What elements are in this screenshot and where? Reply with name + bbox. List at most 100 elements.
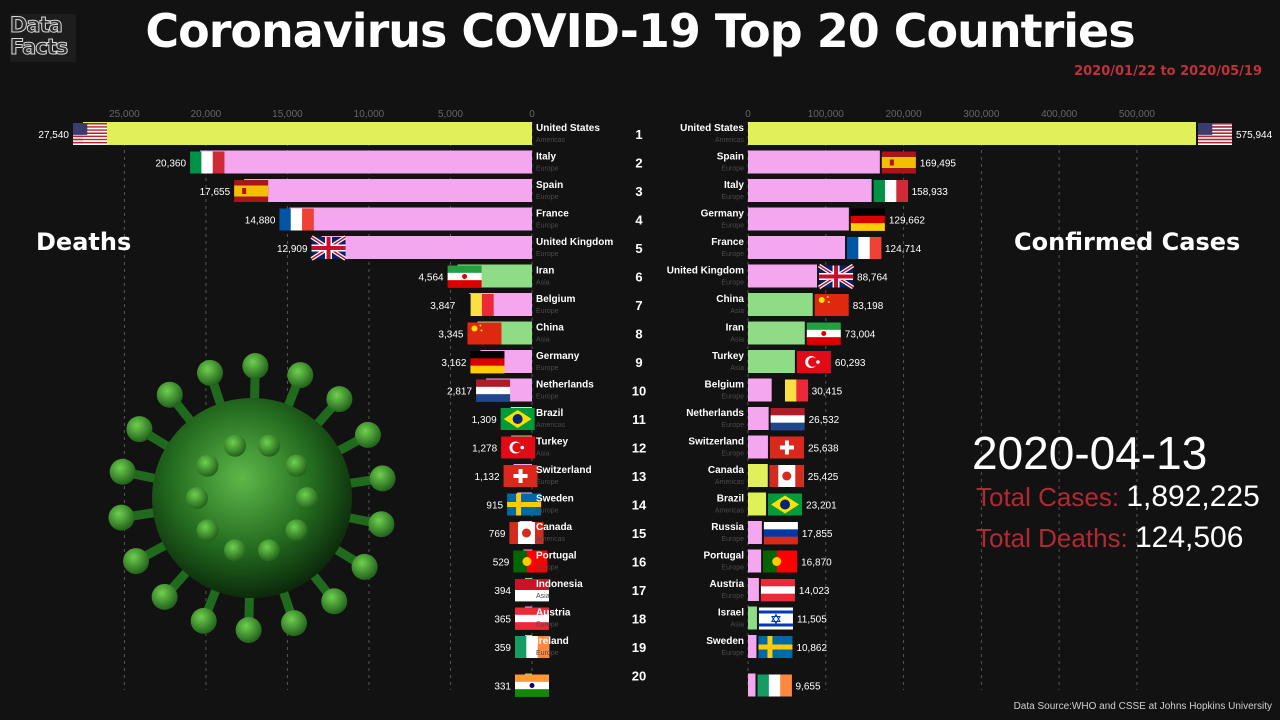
virus-spike-head	[197, 359, 224, 386]
deaths-value-label: 14,880	[245, 216, 276, 227]
deaths-bar	[289, 207, 532, 231]
ie-flag-icon	[757, 674, 792, 697]
virus-surface-bump	[296, 487, 318, 509]
virus-spike-head	[235, 616, 262, 643]
cases-value-label: 25,638	[808, 444, 839, 455]
br-flag-icon	[768, 493, 803, 516]
cases-region-label: Asia	[730, 622, 744, 629]
cases-bar	[748, 635, 757, 658]
cases-region-label: Europe	[721, 593, 744, 600]
cn-flag-icon	[467, 322, 502, 345]
deaths-tick-label: 15,000	[272, 109, 303, 120]
tr-flag-icon	[501, 436, 536, 459]
deaths-country-label: Germany	[536, 351, 580, 362]
deaths-region-label: Europe	[536, 223, 559, 230]
nl-flag-icon	[476, 379, 511, 402]
deaths-value-label: 1,309	[472, 415, 497, 426]
deaths-bar-row: 1,278 Turkey Asia	[472, 435, 568, 459]
cases-bar	[748, 578, 759, 601]
total-cases-row: Total Cases: 1,892,225	[976, 480, 1260, 514]
cases-bar-row: 14,023 Austria Europe	[710, 578, 830, 602]
cases-region-label: Europe	[721, 223, 744, 230]
cases-bar	[748, 236, 846, 259]
cases-value-label: 26,532	[809, 415, 840, 426]
deaths-region-label: Asia	[536, 280, 550, 287]
deaths-bar	[200, 150, 532, 174]
cases-value-label: 9,655	[796, 682, 821, 693]
us-flag-icon	[73, 123, 107, 145]
deaths-region-label: Europe	[536, 194, 559, 201]
virus-surface-bump	[224, 434, 247, 457]
cases-bar-row: 23,201 Brazil Americas	[715, 492, 837, 516]
page-title: Coronavirus COVID-19 Top 20 Countries	[145, 4, 1135, 58]
cases-country-label: Austria	[710, 579, 745, 590]
at-flag-icon	[515, 607, 549, 630]
deaths-bar-row: 4,564 Iran Asia	[419, 264, 554, 288]
virus-surface-bump	[186, 487, 208, 509]
virus-spike-head	[321, 588, 348, 615]
rank-number: 7	[635, 298, 642, 313]
de-flag-icon	[470, 351, 505, 374]
deaths-tick-label: 5,000	[438, 109, 463, 120]
deaths-country-label: Belgium	[536, 294, 576, 305]
gb-flag-icon	[817, 263, 855, 290]
cases-bar-row: 10,862 Sweden Europe	[706, 635, 827, 658]
deaths-value-label: 12,909	[277, 244, 308, 255]
cases-bar-row: 16,870 Portugal Europe	[703, 549, 832, 573]
virus-spike-head	[156, 381, 183, 408]
cases-bar-row: 60,293 Turkey Asia	[712, 350, 866, 373]
be-flag-icon	[459, 294, 494, 316]
rank-number: 17	[632, 583, 646, 598]
cases-country-label: Iran	[726, 323, 744, 334]
cases-tick-label: 100,000	[808, 109, 845, 120]
virus-surface-bump	[285, 454, 308, 477]
deaths-value-label: 915	[486, 501, 503, 512]
cases-bar	[748, 150, 880, 174]
logo-line1: Data	[10, 13, 64, 37]
cases-bar-row: 25,425 Canada Americas	[708, 464, 839, 487]
date-range: 2020/01/22 to 2020/05/19	[1074, 64, 1262, 79]
deaths-region-label: Europe	[536, 251, 559, 258]
in-flag-icon	[515, 674, 549, 697]
rank-number: 5	[635, 241, 642, 256]
deaths-country-label: China	[536, 323, 564, 334]
br-flag-icon	[500, 408, 535, 430]
deaths-tick-label: 0	[529, 109, 535, 120]
cases-country-label: Turkey	[712, 351, 744, 362]
cases-country-label: Spain	[717, 152, 744, 163]
cases-bar-row: 11,505 Israel Asia	[718, 606, 827, 630]
cases-bar	[748, 606, 757, 630]
virus-spike-head	[280, 610, 307, 637]
cases-country-label: United States	[680, 123, 744, 134]
rank-number: 19	[632, 640, 646, 655]
cases-region-label: Americas	[715, 479, 745, 486]
cases-value-label: 30,415	[812, 387, 843, 398]
pt-flag-icon	[513, 550, 548, 573]
cases-country-label: Sweden	[706, 636, 744, 647]
rank-number: 9	[635, 355, 642, 370]
deaths-country-label: Canada	[536, 522, 573, 533]
virus-surface-bump	[285, 519, 308, 542]
cases-region-label: Americas	[715, 137, 745, 144]
total-cases-value: 1,892,225	[1126, 480, 1260, 513]
data-source: Data Source:WHO and CSSE at Johns Hopkin…	[1013, 701, 1272, 712]
deaths-bar	[244, 179, 532, 202]
rank-number: 11	[632, 412, 646, 427]
rank-number: 18	[632, 612, 646, 627]
cases-region-label: Asia	[730, 337, 744, 344]
deaths-bar-row: 20,360 Italy Europe	[155, 150, 559, 174]
deaths-bar-row: 359 Ireland Europe	[494, 635, 569, 658]
deaths-country-label: Brazil	[536, 408, 563, 419]
cases-bar-row: 26,532 Netherlands Europe	[686, 407, 840, 431]
total-deaths-row: Total Deaths: 124,506	[976, 521, 1243, 555]
deaths-bar-row: 3,847 Belgium Europe	[430, 293, 576, 316]
deaths-bar-row: 17,655 Spain Europe	[200, 179, 563, 202]
cases-value-label: 14,023	[799, 586, 830, 597]
deaths-value-label: 394	[494, 586, 511, 597]
rank-number: 8	[635, 327, 642, 342]
pt-flag-icon	[763, 550, 798, 573]
cases-value-label: 169,495	[920, 159, 957, 170]
deaths-region-label: Europe	[536, 508, 559, 515]
tr-flag-icon	[796, 351, 831, 373]
